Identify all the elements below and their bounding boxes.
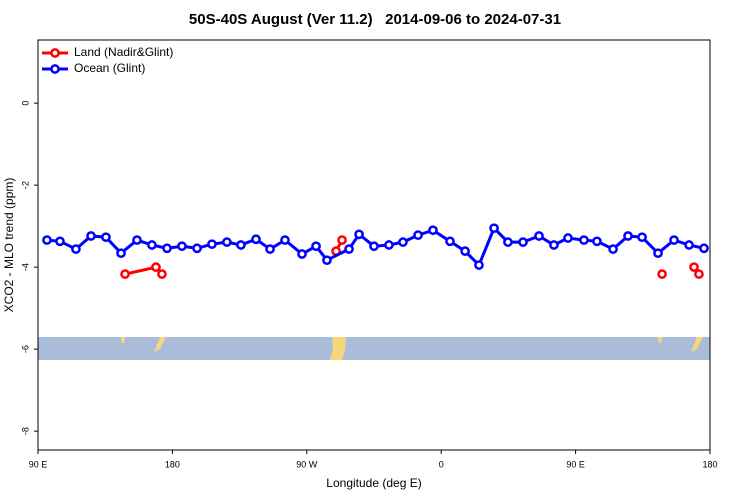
data-point [222, 237, 232, 247]
data-point [694, 269, 704, 279]
legend-label: Land (Nadir&Glint) [74, 45, 173, 59]
land-patch [691, 337, 703, 352]
land-patch [121, 337, 125, 344]
x-axis-label: Longitude (deg E) [326, 476, 421, 490]
data-point [322, 255, 332, 266]
data-point [192, 243, 202, 254]
data-point [608, 244, 618, 254]
map-strip [38, 337, 710, 360]
data-point [177, 241, 187, 252]
data-point [413, 230, 423, 241]
data-point [384, 240, 394, 250]
ocean-strip [38, 337, 710, 360]
data-point [489, 223, 499, 234]
legend-marker [50, 48, 60, 58]
x-tick-label: 180 [165, 459, 180, 469]
legend: Land (Nadir&Glint) Ocean (Glint) [42, 45, 173, 75]
chart-title: 50S-40S August (Ver 11.2) 2014-09-06 to … [189, 11, 561, 28]
data-point [337, 235, 347, 245]
data-point [369, 241, 379, 252]
land-patch [330, 337, 346, 360]
data-point [311, 241, 321, 252]
data-point [120, 269, 130, 279]
data-point [71, 244, 81, 254]
data-point [563, 233, 573, 243]
data-point [147, 240, 157, 250]
data-point [398, 237, 408, 247]
x-tick-label: 0 [439, 459, 444, 469]
data-point [55, 236, 65, 247]
data-point [132, 235, 142, 245]
x-tick-label: 90 E [566, 459, 585, 469]
data-point [157, 269, 167, 279]
data-point [116, 248, 126, 259]
data-point [684, 240, 694, 250]
data-point [280, 235, 290, 245]
data-point [354, 229, 364, 240]
data-point [534, 231, 544, 241]
data-point [460, 246, 470, 256]
data-point [151, 262, 161, 272]
data-point [623, 231, 633, 241]
x-tick-label: 90 E [29, 459, 48, 469]
data-point [474, 260, 484, 270]
series [42, 223, 709, 270]
data-point [592, 236, 602, 247]
land-patch [154, 337, 166, 352]
x-tick-label: 180 [702, 459, 717, 469]
data-point [689, 262, 699, 272]
data-point [207, 239, 217, 250]
data-point [265, 244, 275, 254]
x-tick-label: 90 W [296, 459, 318, 469]
data-point [236, 240, 246, 250]
data-point [42, 235, 52, 245]
plot-frame [37, 39, 711, 451]
data-point [669, 235, 679, 245]
data-point [518, 237, 528, 247]
data-point [445, 236, 455, 247]
data-point [86, 231, 96, 241]
legend-label: Ocean (Glint) [74, 61, 145, 75]
data-point [428, 225, 438, 236]
y-tick-label: -4 [20, 263, 30, 271]
y-tick-label: 0 [20, 101, 30, 106]
data-point [503, 237, 513, 247]
data-point [101, 232, 111, 243]
data-point [653, 248, 663, 259]
data-point [162, 243, 172, 254]
data-point [344, 244, 354, 254]
data-point [297, 249, 307, 259]
land-patch [658, 337, 662, 344]
data-point [579, 235, 589, 245]
data-point [251, 234, 261, 245]
data-point [699, 243, 709, 254]
data-point [637, 232, 647, 243]
data-point [657, 269, 667, 279]
y-axis-label: XCO2 - MLO trend (ppm) [2, 178, 16, 313]
y-tick-label: -8 [20, 427, 30, 435]
y-tick-label: -6 [20, 345, 30, 353]
data-point [549, 240, 559, 250]
y-tick-label: -2 [20, 181, 30, 189]
series [120, 235, 704, 279]
legend-marker [50, 64, 60, 74]
